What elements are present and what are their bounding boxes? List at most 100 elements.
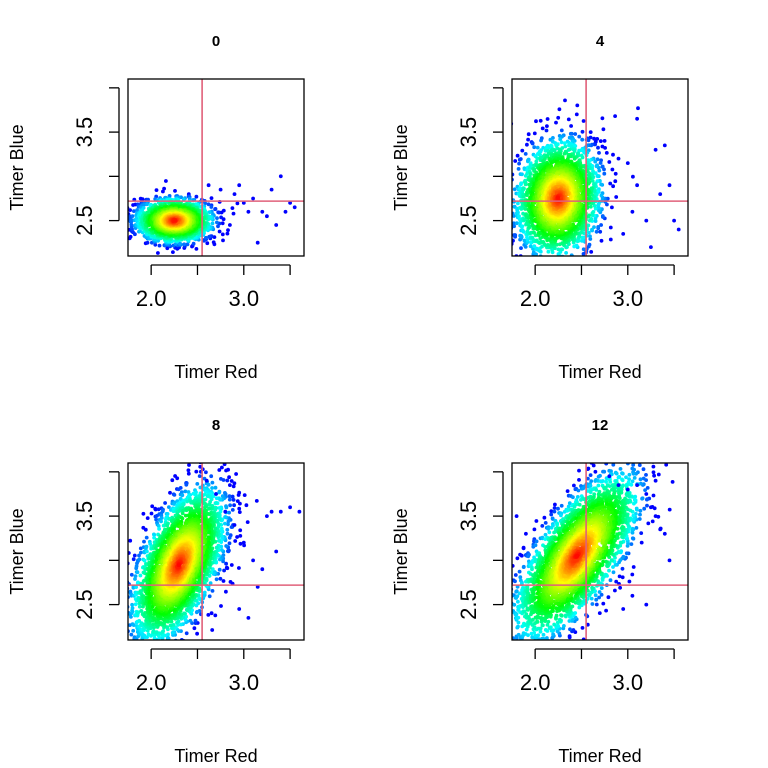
data-point xyxy=(129,641,133,645)
data-point xyxy=(562,258,566,262)
data-point xyxy=(526,132,531,137)
data-point xyxy=(108,639,112,643)
data-point xyxy=(160,643,164,647)
data-point xyxy=(227,535,232,540)
data-point xyxy=(488,213,492,217)
data-point xyxy=(148,542,153,546)
x-tick-label: 2.0 xyxy=(520,286,551,311)
data-point xyxy=(215,220,219,225)
x-axis-label: Timer Red xyxy=(558,362,641,382)
data-point xyxy=(518,157,523,161)
data-point xyxy=(157,527,162,531)
data-point xyxy=(157,642,161,646)
outlier-point xyxy=(218,187,223,192)
data-point xyxy=(194,610,199,615)
data-point xyxy=(511,264,515,268)
data-point xyxy=(528,172,533,176)
data-point xyxy=(171,250,175,255)
data-point xyxy=(224,468,229,473)
data-point xyxy=(172,502,177,506)
data-point xyxy=(209,205,214,209)
data-point xyxy=(544,128,549,133)
data-point xyxy=(516,167,521,171)
data-point xyxy=(532,145,537,150)
data-point xyxy=(506,151,510,155)
data-point xyxy=(541,279,545,283)
data-point xyxy=(534,238,539,243)
data-point xyxy=(600,144,605,149)
data-point xyxy=(217,567,222,572)
data-point xyxy=(217,490,222,495)
data-point xyxy=(514,258,518,262)
data-point xyxy=(223,521,227,526)
data-point xyxy=(113,631,117,635)
data-point xyxy=(613,171,618,176)
data-point xyxy=(186,468,191,473)
data-point xyxy=(590,211,595,216)
data-point xyxy=(228,503,233,508)
data-point xyxy=(163,501,168,505)
data-point xyxy=(137,604,142,609)
data-point xyxy=(225,478,230,483)
data-point xyxy=(218,557,222,562)
data-point xyxy=(208,581,213,585)
data-point xyxy=(219,604,223,608)
data-point xyxy=(153,651,157,655)
data-point xyxy=(226,519,231,524)
data-point xyxy=(259,450,263,454)
data-point xyxy=(538,118,543,123)
data-point xyxy=(135,654,139,658)
data-point xyxy=(227,510,232,515)
data-point xyxy=(204,446,208,450)
data-point xyxy=(178,497,183,502)
data-point xyxy=(183,617,188,622)
outlier-point xyxy=(255,240,260,245)
data-point xyxy=(210,486,215,490)
data-point xyxy=(593,219,598,224)
data-point xyxy=(506,194,510,198)
data-point xyxy=(508,98,512,102)
data-point xyxy=(580,239,584,243)
data-point xyxy=(543,260,547,264)
data-point xyxy=(141,511,146,516)
data-point xyxy=(566,117,571,122)
data-point xyxy=(554,242,559,247)
data-point xyxy=(580,129,585,134)
data-point xyxy=(166,669,170,673)
data-point xyxy=(130,602,135,607)
data-point xyxy=(143,527,148,532)
data-point xyxy=(572,244,577,249)
data-point xyxy=(202,590,207,595)
data-point xyxy=(128,667,132,671)
data-point xyxy=(144,546,148,551)
data-point xyxy=(573,277,577,281)
data-point xyxy=(168,623,173,628)
data-point xyxy=(223,515,228,519)
outlier-point xyxy=(588,130,593,135)
data-point xyxy=(563,98,567,103)
data-point xyxy=(216,210,221,215)
data-point xyxy=(522,186,526,191)
data-point xyxy=(592,225,596,230)
data-point xyxy=(567,143,571,148)
data-point xyxy=(503,265,507,269)
data-point xyxy=(545,124,549,128)
data-point xyxy=(210,567,215,571)
data-point xyxy=(596,225,601,229)
data-point xyxy=(184,631,189,636)
data-point xyxy=(237,566,241,570)
data-point xyxy=(140,197,145,202)
data-point xyxy=(186,471,191,476)
data-point xyxy=(136,610,141,615)
data-point xyxy=(552,148,557,153)
data-point xyxy=(203,201,208,206)
x-tick-label: 3.0 xyxy=(228,286,259,311)
plot-frame xyxy=(127,78,305,257)
data-point xyxy=(534,170,539,175)
data-point xyxy=(513,159,518,163)
data-point xyxy=(563,141,567,146)
data-point xyxy=(580,235,585,240)
data-point xyxy=(572,156,577,161)
outlier-point xyxy=(630,209,635,214)
outlier-point xyxy=(658,192,663,197)
